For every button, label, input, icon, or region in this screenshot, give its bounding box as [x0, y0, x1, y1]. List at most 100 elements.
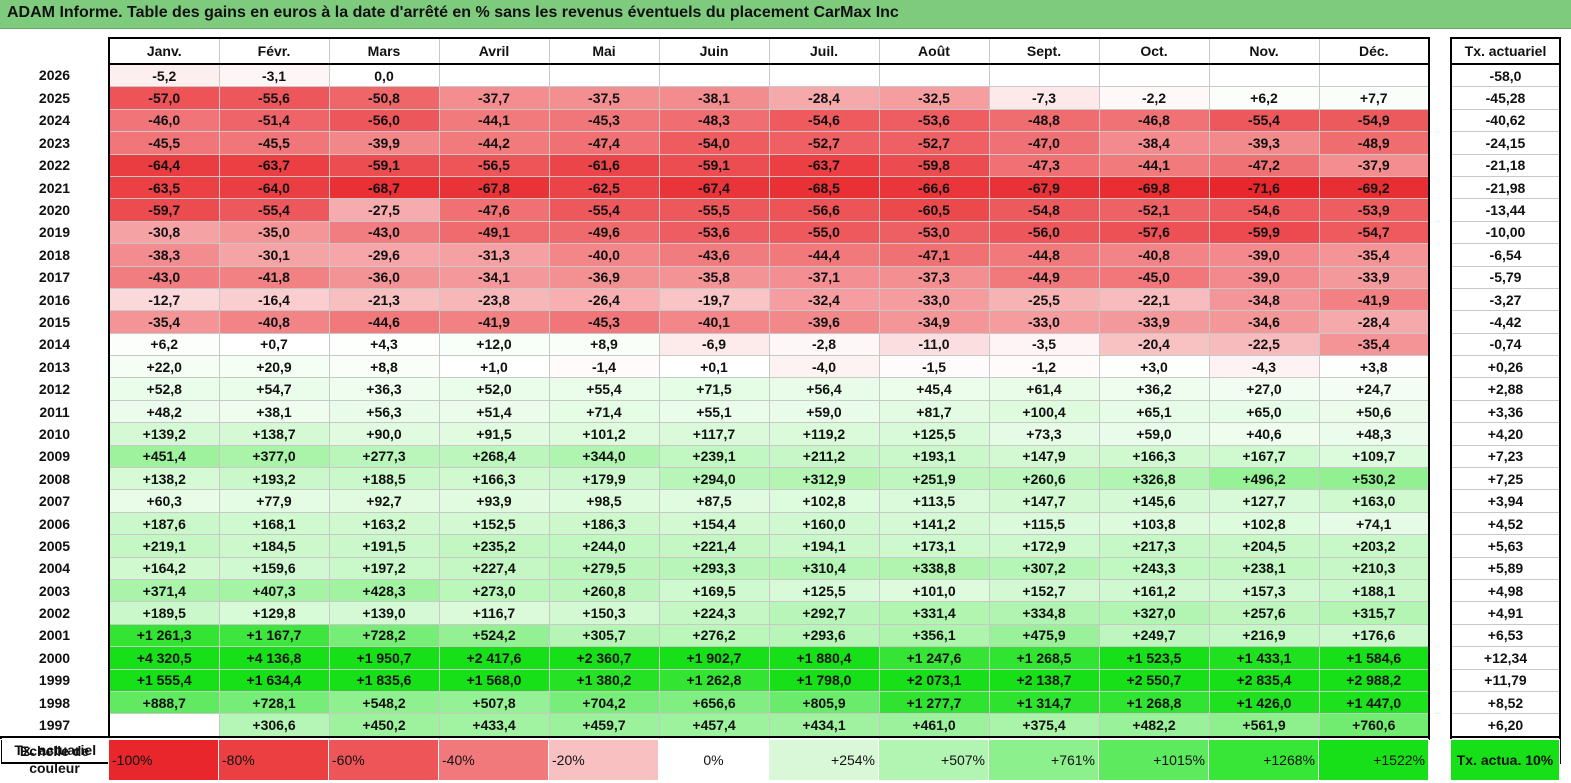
value-cell: +147,7: [988, 489, 1100, 513]
value-cell: -23,8: [438, 287, 550, 312]
value-cell: +59,0: [1098, 422, 1210, 446]
table-row: 2023 -45,5 -45,5 -39,9 -44,2 -47,4 -54,0 -52,7-…: [1, 131, 1561, 155]
value-cell: +27,0: [1208, 377, 1320, 401]
value-cell: +20,9: [218, 355, 330, 379]
value-cell: +1 447,0: [1318, 690, 1430, 715]
value-cell: +154,4: [658, 511, 770, 536]
value-cell: +90,0: [328, 422, 440, 446]
table-row: 2007 +60,3 +77,9 +92,7 +93,9 +98,5 +87,5 +102,8…: [1, 489, 1561, 513]
value-cell: -69,2: [1318, 175, 1430, 200]
value-cell: +728,2: [328, 623, 440, 648]
gap-cell: [1429, 86, 1451, 110]
legend-swatch: -100%: [108, 739, 219, 781]
annual-cell: +3,36: [1450, 399, 1561, 424]
value-cell: -44,2: [438, 131, 550, 155]
value-cell: +279,5: [548, 556, 660, 580]
value-cell: +100,4: [988, 399, 1100, 424]
gap-cell: [1429, 489, 1451, 513]
title-bar: ADAM Informe. Table des gains en euros à…: [0, 0, 1571, 29]
value-cell: +52,0: [438, 377, 550, 401]
value-cell: +150,3: [548, 601, 660, 625]
color-scale-legend: Echelle de couleur -100% -80% -60% -40% -20% 0…: [0, 739, 1560, 781]
value-cell: -43,0: [328, 220, 440, 245]
value-cell: -47,4: [548, 131, 660, 155]
month-header: Avril: [438, 37, 550, 65]
annual-cell: -3,27: [1450, 287, 1561, 312]
value-cell: +55,4: [548, 377, 660, 401]
value-cell: +548,2: [328, 690, 440, 715]
value-cell: +3,0: [1098, 355, 1210, 379]
value-cell: -30,1: [218, 243, 330, 267]
value-cell: +138,2: [108, 467, 220, 491]
value-cell: -35,4: [108, 310, 220, 334]
value-cell: +36,3: [328, 377, 440, 401]
value-cell: -59,8: [878, 153, 990, 177]
value-cell: -33,0: [988, 310, 1100, 334]
legend-swatch: -60%: [328, 739, 439, 781]
value-cell: -54,9: [1318, 108, 1430, 133]
value-cell: -44,4: [768, 243, 880, 267]
value-cell: +7,7: [1318, 86, 1430, 110]
returns-table: Janv. Févr. Mars Avril Mai Juin Juil. Août Sept.…: [0, 37, 1561, 764]
value-cell: +326,8: [1098, 467, 1210, 491]
value-cell: -34,6: [1208, 310, 1320, 334]
table-row: 1999 +1 555,4 +1 634,4 +1 835,6 +1 568,0 +1 3…: [1, 668, 1561, 692]
value-cell: +38,1: [218, 399, 330, 424]
value-cell: -31,3: [438, 243, 550, 267]
value-cell: +356,1: [878, 623, 990, 648]
table-row: 2010 +139,2 +138,7 +90,0 +91,5 +101,2 +117,7 +1…: [1, 422, 1561, 446]
value-cell: +344,0: [548, 444, 660, 469]
value-cell: -35,8: [658, 265, 770, 289]
value-cell: +186,3: [548, 511, 660, 536]
value-cell: -39,0: [1208, 243, 1320, 267]
table-row: 2002 +189,5 +129,8 +139,0 +116,7 +150,3 +224,3…: [1, 601, 1561, 625]
gap-cell: [1429, 288, 1451, 311]
value-cell: +139,2: [108, 422, 220, 446]
gap-cell: [1429, 198, 1451, 222]
value-cell: -35,0: [218, 220, 330, 245]
annual-cell: -6,54: [1450, 243, 1561, 267]
legend-annual-swatch: Tx. actua. 10%: [1450, 739, 1560, 781]
gap-cell: [1429, 512, 1451, 535]
value-cell: +187,6: [108, 511, 220, 536]
value-cell: +129,8: [218, 601, 330, 625]
value-cell: -37,3: [878, 265, 990, 289]
value-cell: +56,4: [768, 377, 880, 401]
value-cell: -35,4: [1318, 243, 1430, 267]
value-cell: +138,7: [218, 422, 330, 446]
value-cell: +87,5: [658, 489, 770, 513]
value-cell: -55,4: [1208, 108, 1320, 133]
table-row: 2018 -38,3 -30,1 -29,6 -31,3 -40,0 -43,6 -44,4-…: [1, 243, 1561, 267]
value-cell: -28,4: [1318, 310, 1430, 334]
value-cell: -56,0: [988, 220, 1100, 245]
value-cell: +116,7: [438, 601, 550, 625]
value-cell: +194,1: [768, 534, 880, 558]
value-cell: -47,2: [1208, 153, 1320, 177]
value-cell: -38,4: [1098, 131, 1210, 155]
value-cell: [438, 63, 550, 88]
gap-cell: [1429, 221, 1451, 244]
table-row: 2003 +371,4 +407,3 +428,3 +273,0 +260,8 +169,5…: [1, 578, 1561, 603]
value-cell: -48,3: [658, 108, 770, 133]
value-cell: +1 268,5: [988, 646, 1100, 670]
annual-cell: +0,26: [1450, 355, 1561, 379]
annual-cell: -13,44: [1450, 198, 1561, 222]
annual-cell: +4,20: [1450, 422, 1561, 446]
gap-cell: [1429, 109, 1451, 132]
value-cell: +251,9: [878, 467, 990, 491]
value-cell: -56,5: [438, 153, 550, 177]
year-label: 2026: [38, 67, 71, 84]
value-cell: [1208, 63, 1320, 88]
value-cell: -49,1: [438, 220, 550, 245]
value-cell: +166,3: [438, 467, 550, 491]
value-cell: +197,2: [328, 556, 440, 580]
value-cell: -22,5: [1208, 332, 1320, 357]
value-cell: +1 634,4: [218, 668, 330, 692]
value-cell: +315,7: [1318, 601, 1430, 625]
value-cell: +260,6: [988, 467, 1100, 491]
gap-cell: [1429, 154, 1451, 177]
value-cell: -52,1: [1098, 198, 1210, 222]
value-cell: +475,9: [988, 623, 1100, 648]
value-cell: +139,0: [328, 601, 440, 625]
table-row: 1997 +306,6 +450,2 +433,4 +459,7 +457,4 +434,1…: [1, 713, 1561, 738]
